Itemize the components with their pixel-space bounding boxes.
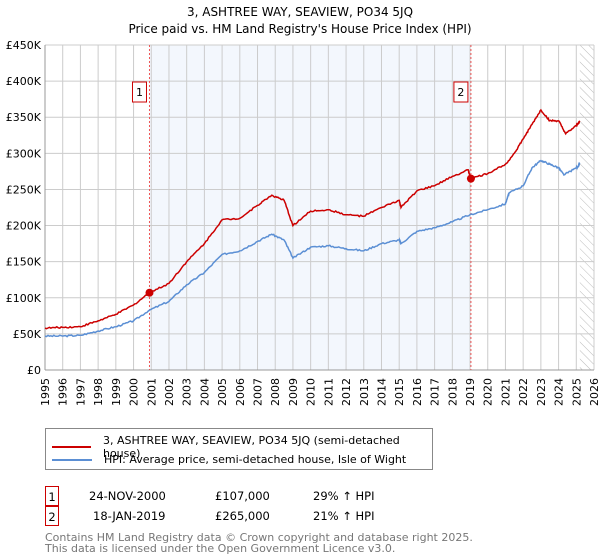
x-tick-label: 2017: [429, 378, 442, 406]
y-tick-label: £100K: [6, 292, 42, 305]
x-tick-label: 1998: [92, 378, 105, 406]
chart-title: 3, ASHTREE WAY, SEAVIEW, PO34 5JQ: [187, 5, 413, 19]
property-price-line: [44, 108, 581, 330]
sale-label-box: [131, 81, 147, 103]
x-tick-label: 2019: [464, 378, 477, 406]
sale-label: 1: [136, 86, 143, 99]
price-chart: 3, ASHTREE WAY, SEAVIEW, PO34 5JQ Price …: [6, 5, 600, 406]
x-tick-label: 2000: [128, 378, 141, 406]
sale-price: £265,000: [215, 509, 270, 523]
legend-swatch-hpi: [52, 458, 92, 461]
x-tick-label: 2023: [535, 378, 548, 406]
sale-label-box: [453, 81, 469, 103]
footer-line-1: Contains HM Land Registry data © Crown c…: [45, 531, 473, 544]
x-tick-label: 2020: [482, 378, 495, 406]
x-tick-label: 1999: [110, 378, 123, 406]
x-tick-label: 2005: [216, 378, 229, 406]
x-tick-label: 2011: [322, 378, 335, 406]
x-tick-label: 2010: [305, 378, 318, 406]
y-tick-label: £350K: [6, 111, 42, 124]
y-tick-label: £250K: [6, 183, 42, 196]
x-tick-label: 2012: [340, 378, 353, 406]
x-tick-label: 1996: [57, 378, 70, 406]
sale-hpi: 29% ↑ HPI: [313, 489, 375, 503]
y-tick-label: £400K: [6, 75, 42, 88]
x-tick-label: 2026: [588, 378, 600, 406]
sale-marker-badge: 1: [45, 486, 59, 506]
y-tick-label: £300K: [6, 147, 42, 160]
x-tick-label: 2021: [499, 378, 512, 406]
sale-date: 24-NOV-2000: [89, 489, 166, 503]
x-tick-label: 2002: [163, 378, 176, 406]
x-tick-label: 2001: [145, 378, 158, 406]
sale-marker-badge: 2: [45, 506, 59, 526]
x-tick-label: 2014: [375, 378, 388, 406]
legend-label-property: 3, ASHTREE WAY, SEAVIEW, PO34 5JQ (semi-…: [102, 434, 400, 460]
legend-label-hpi: HPI: Average price, semi-detached house,…: [104, 453, 407, 466]
legend: 3, ASHTREE WAY, SEAVIEW, PO34 5JQ (semi-…: [45, 428, 433, 470]
y-tick-label: £0: [27, 364, 41, 377]
x-tick-label: 1997: [74, 378, 87, 406]
legend-swatch-property: [52, 446, 91, 448]
x-tick-label: 2008: [269, 378, 282, 406]
forecast-hatch: [579, 45, 594, 370]
x-tick-label: 2015: [393, 378, 406, 406]
sale-point: [145, 288, 154, 297]
sale-point: [466, 174, 475, 183]
x-tick-label: 2006: [234, 378, 247, 406]
sale-label: 2: [457, 86, 464, 99]
y-tick-label: £450K: [6, 39, 42, 52]
x-tick-label: 2007: [252, 378, 265, 406]
y-tick-label: £150K: [6, 256, 42, 269]
x-tick-label: 2004: [198, 378, 211, 406]
x-tick-label: 2022: [517, 378, 530, 406]
hpi-line: [44, 159, 581, 338]
sale-hpi: 21% ↑ HPI: [313, 509, 375, 523]
x-tick-label: 2016: [411, 378, 424, 406]
x-tick-label: 2013: [358, 378, 371, 406]
x-tick-label: 2025: [570, 378, 583, 406]
sale-price: £107,000: [215, 489, 270, 503]
chart-subtitle: Price paid vs. HM Land Registry's House …: [128, 22, 471, 36]
x-tick-label: 2009: [287, 378, 300, 406]
footer-line-2: This data is licensed under the Open Gov…: [45, 542, 396, 555]
sale-date: 18-JAN-2019: [93, 509, 166, 523]
y-tick-label: £50K: [13, 328, 42, 341]
x-tick-label: 2024: [553, 378, 566, 406]
y-tick-label: £200K: [6, 220, 42, 233]
x-tick-label: 2003: [181, 378, 194, 406]
x-tick-label: 2018: [446, 378, 459, 406]
x-tick-label: 1995: [39, 378, 52, 406]
footer: Contains HM Land Registry data © Crown c…: [45, 532, 473, 554]
